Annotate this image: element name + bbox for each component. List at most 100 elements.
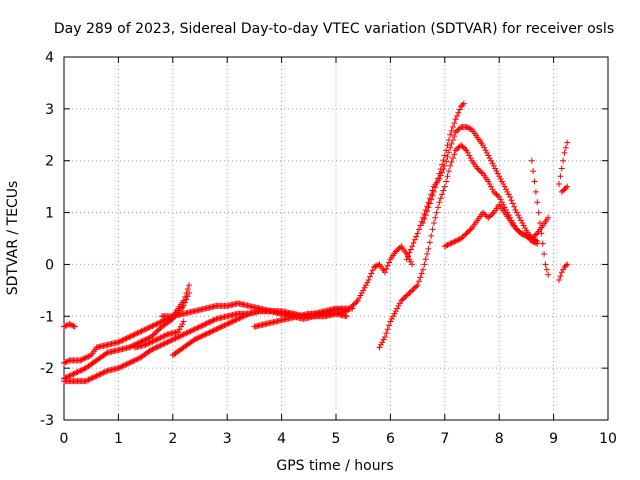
chart-title: Day 289 of 2023, Sidereal Day-to-day VTE… [54,21,614,37]
data-point [160,333,167,340]
data-point [410,240,417,247]
data-point [243,311,250,318]
data-point [403,256,410,263]
data-point [129,332,135,339]
data-point [70,323,77,330]
data-point [452,238,459,245]
data-point [244,311,251,318]
x-tick-label: 10 [599,431,617,447]
data-point [149,332,156,339]
data-point [426,200,433,207]
data-point [445,241,452,248]
series-track-g [169,308,350,359]
data-point [195,324,202,331]
data-point [88,375,95,382]
data-point [152,321,159,328]
data-point [379,339,386,346]
data-point [564,261,571,268]
data-point [66,321,73,328]
data-point [463,230,470,237]
data-point [211,316,218,323]
data-point [402,293,409,300]
data-point [425,245,432,252]
data-point [122,335,129,342]
data-point [505,191,512,198]
series-track-m [528,157,552,278]
data-point [120,336,127,343]
data-point [537,219,543,226]
data-point [129,343,135,350]
data-point [392,248,399,255]
data-point [460,232,467,239]
data-point [545,271,552,278]
data-point [418,218,425,225]
data-point [456,125,463,132]
data-point [455,144,462,151]
data-point [95,372,101,379]
data-point [414,230,421,237]
series-track-b [61,289,193,382]
data-point [360,287,367,294]
data-point [142,341,149,348]
data-point [184,329,191,336]
data-point [396,300,403,307]
data-point [508,197,515,204]
data-point [448,140,455,147]
data-point [447,144,454,151]
data-point [364,279,371,286]
data-point [197,334,203,341]
data-point [69,371,76,378]
data-point [542,261,549,268]
data-point [436,170,443,177]
data-point [511,203,518,210]
data-point [452,116,459,123]
data-point [481,144,488,151]
data-point [156,319,163,326]
data-point [455,126,462,133]
data-point [176,333,183,340]
data-point [422,206,429,213]
data-point [486,181,493,188]
data-point [425,199,432,206]
data-point [197,323,203,330]
data-point [182,293,189,300]
data-point [210,327,217,334]
data-point [133,330,140,337]
data-point [82,378,89,385]
data-point [123,361,130,368]
data-point [557,173,564,180]
data-point [176,326,183,333]
data-point [488,183,495,190]
data-point [179,332,186,339]
data-point [119,337,126,344]
data-point [157,334,164,341]
data-point [131,331,138,338]
data-point [161,340,168,347]
data-point [97,370,104,377]
data-point [496,173,503,180]
data-point [350,301,357,308]
data-point [424,203,431,210]
data-marks [61,100,571,385]
data-point [451,151,458,158]
data-point [463,147,470,154]
data-point [150,337,157,344]
data-point [150,331,157,338]
y-tick-label: 2 [45,154,54,170]
data-point [477,168,484,175]
data-point [205,319,212,326]
data-point [66,372,73,379]
data-point [558,165,565,172]
data-point [116,364,123,371]
data-point [372,263,379,270]
data-point [71,370,78,377]
data-point [443,158,450,165]
data-point [507,194,514,201]
data-point [494,170,501,177]
data-point [143,335,150,342]
data-point [420,219,427,226]
data-point [163,339,169,346]
data-point [84,377,91,384]
data-point [81,355,88,362]
data-point [498,199,505,206]
